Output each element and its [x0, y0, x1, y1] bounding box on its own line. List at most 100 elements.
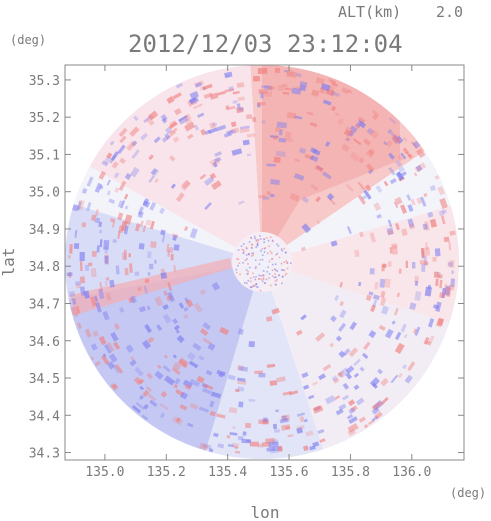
speckle [137, 286, 142, 292]
speckle [183, 306, 189, 312]
speckle [225, 105, 230, 110]
speckle [198, 406, 210, 413]
speckle [139, 394, 145, 400]
speckle [238, 107, 245, 112]
chart-timestamp: 2012/12/03 23:12:04 [128, 30, 403, 58]
speckle [94, 295, 98, 302]
speckle [211, 122, 218, 127]
speckle [203, 176, 215, 186]
speckle [286, 69, 295, 76]
speckle [410, 141, 418, 149]
speckle [271, 307, 280, 315]
speckle [230, 127, 240, 134]
speckle [395, 223, 400, 231]
speckle [245, 422, 252, 429]
speckle [160, 272, 168, 280]
speckle [262, 196, 270, 200]
speckle [145, 219, 152, 227]
speckle [365, 294, 372, 302]
plot-frame [64, 64, 465, 461]
speckle [86, 201, 92, 212]
speckle [196, 375, 205, 384]
speckle [258, 373, 266, 378]
speckle [95, 302, 102, 313]
speckle [96, 245, 100, 253]
speckle [209, 400, 215, 408]
speckle [400, 152, 407, 160]
y-ticks: 35.3 35.2 35.1 35.0 34.9 34.8 34.7 34.6 34.5 34.4… [29, 74, 464, 462]
speckle [375, 185, 383, 193]
speckle [284, 87, 292, 91]
speckle [402, 364, 407, 370]
speckle [361, 352, 369, 359]
speckle [266, 316, 273, 322]
speckle [402, 147, 410, 155]
center-speckle [252, 252, 255, 254]
center-speckle [236, 257, 238, 260]
speckle [130, 295, 137, 304]
speckle [147, 272, 151, 276]
speckle [109, 154, 117, 164]
speckle [75, 305, 81, 314]
speckle [337, 370, 345, 377]
speckle [410, 198, 416, 206]
speckle [162, 304, 169, 310]
speckle [193, 302, 203, 313]
speckle [160, 229, 166, 236]
speckle [239, 125, 250, 130]
speckle [276, 376, 286, 383]
speckle [232, 90, 240, 95]
speckle [202, 443, 212, 450]
speckle [330, 315, 337, 323]
speckle [106, 179, 111, 186]
speckle [425, 242, 429, 250]
speckle [342, 382, 350, 390]
speckle [335, 335, 342, 342]
speckle [123, 249, 127, 260]
speckle [72, 204, 79, 212]
speckle [388, 166, 396, 176]
speckle [277, 446, 283, 452]
speckle [154, 370, 164, 380]
speckle [439, 279, 443, 289]
speckle [383, 278, 391, 288]
speckle [119, 135, 127, 144]
speckle [214, 151, 222, 157]
center-speckle [263, 251, 266, 253]
speckle [384, 328, 394, 339]
speckle [275, 409, 279, 413]
speckle [405, 260, 408, 269]
speckle [357, 194, 366, 205]
speckle [320, 83, 331, 92]
speckle [295, 72, 302, 78]
speckle [437, 274, 443, 279]
center-speckle [235, 271, 238, 274]
speckle [389, 247, 393, 254]
speckle [409, 302, 417, 311]
speckle [229, 432, 238, 436]
speckle [73, 243, 80, 250]
speckle [429, 184, 437, 192]
speckle [322, 363, 332, 372]
speckle [230, 121, 237, 128]
x-tick-label: 135.2 [147, 465, 186, 480]
speckle [370, 304, 376, 313]
center-speckle [249, 277, 252, 279]
speckle [172, 416, 183, 426]
speckle [169, 120, 177, 127]
speckle [365, 149, 375, 159]
speckle [414, 165, 422, 173]
speckle [94, 217, 101, 224]
speckle [108, 198, 116, 204]
speckle [348, 347, 359, 358]
speckle [345, 372, 353, 380]
speckle [167, 282, 172, 291]
speckle [354, 122, 361, 130]
speckle [324, 394, 336, 405]
speckle [334, 112, 340, 117]
speckle [252, 117, 257, 123]
center-speckle [276, 243, 278, 246]
speckle [172, 362, 182, 371]
speckle [366, 127, 375, 136]
speckle [348, 407, 356, 415]
